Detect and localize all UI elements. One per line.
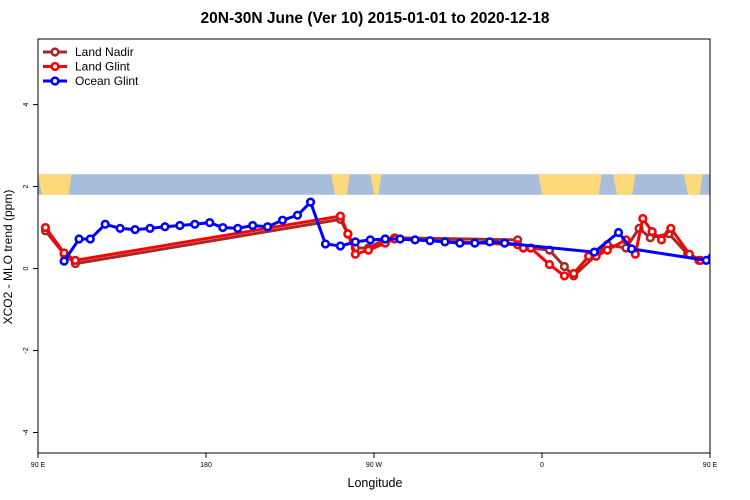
x-tick-label-0: 90 E [31,462,46,469]
data-point [263,222,273,232]
y-tick-label-1: -2 [23,347,30,353]
data-point [59,256,69,266]
y-tick-label-4: 4 [23,103,30,107]
data-point [744,221,750,228]
y-tick-label-2: 0 [23,266,30,270]
y-tick-label-0: -4 [23,429,30,435]
legend-swatch-marker [50,47,60,57]
data-point [59,248,69,258]
x-tick-label-1: 180 [200,462,212,469]
data-point [380,234,390,244]
legend-item-2: Ocean Glint [43,74,139,88]
data-point [395,234,405,244]
data-point [40,222,51,233]
map-land-2 [370,174,382,195]
data-point [626,244,637,254]
x-tick-label-3: 0 [540,462,544,469]
series-land-glint [40,211,706,281]
data-point [425,236,435,246]
data-point [335,211,346,221]
x-tick-label-2: 90 W [366,462,383,469]
data-point [559,261,570,272]
map-land-5 [683,174,703,195]
data-point [350,237,360,247]
data-point [666,223,676,233]
data-point [343,229,353,239]
data-point [613,227,624,238]
legend-label: Land Glint [75,60,130,74]
data-point [233,223,243,233]
data-point [602,245,612,255]
x-tick-label-4: 90 E [703,462,718,469]
series-ocean-glint [59,197,750,266]
data-point [320,239,331,249]
x-axis-label: Longitude [347,476,403,490]
legend-item-0: Land Nadir [43,45,134,59]
map-land-1 [331,174,350,195]
data-point [365,235,375,245]
data-point [544,259,555,270]
map-land-0 [38,174,72,195]
data-point [500,238,510,248]
data-point [589,247,599,257]
data-point [218,222,228,233]
data-point [569,268,579,279]
data-point [729,236,736,243]
data-point [638,213,648,224]
data-point [559,271,570,281]
series-line [62,200,710,263]
legend-swatch-marker [50,61,60,72]
data-point [175,220,185,231]
data-point [455,238,465,248]
data-point [292,210,303,220]
data-point [305,197,316,207]
y-tick-label-3: 2 [23,185,30,189]
data-point [485,237,495,247]
data-point [130,225,140,235]
data-point [277,215,288,225]
map-land-3 [538,174,602,195]
legend-label: Land Nadir [75,45,134,59]
data-point [145,223,155,233]
data-point [160,222,170,232]
legend-swatch-marker [50,76,60,86]
data-point [701,255,710,265]
data-point [647,227,657,237]
data-point [115,223,125,233]
legend-label: Ocean Glint [75,74,139,88]
data-point [363,245,374,255]
data-point [70,255,80,265]
data-point [410,235,420,245]
legend-item-1: Land Glint [43,60,130,74]
chart-title: 20N-30N June (Ver 10) 2015-01-01 to 2020… [200,10,550,27]
data-point [205,218,215,228]
data-point [714,260,721,267]
data-point [440,237,450,247]
data-point [718,236,725,243]
data-point [100,219,110,229]
data-point [470,238,480,248]
data-point [656,235,667,245]
data-point [85,234,95,244]
data-point [350,249,360,259]
data-point [248,220,258,231]
data-point [74,234,84,244]
world-map-band [38,174,710,195]
data-point [190,219,200,229]
data-point [335,241,346,251]
map-land-4 [612,174,636,195]
